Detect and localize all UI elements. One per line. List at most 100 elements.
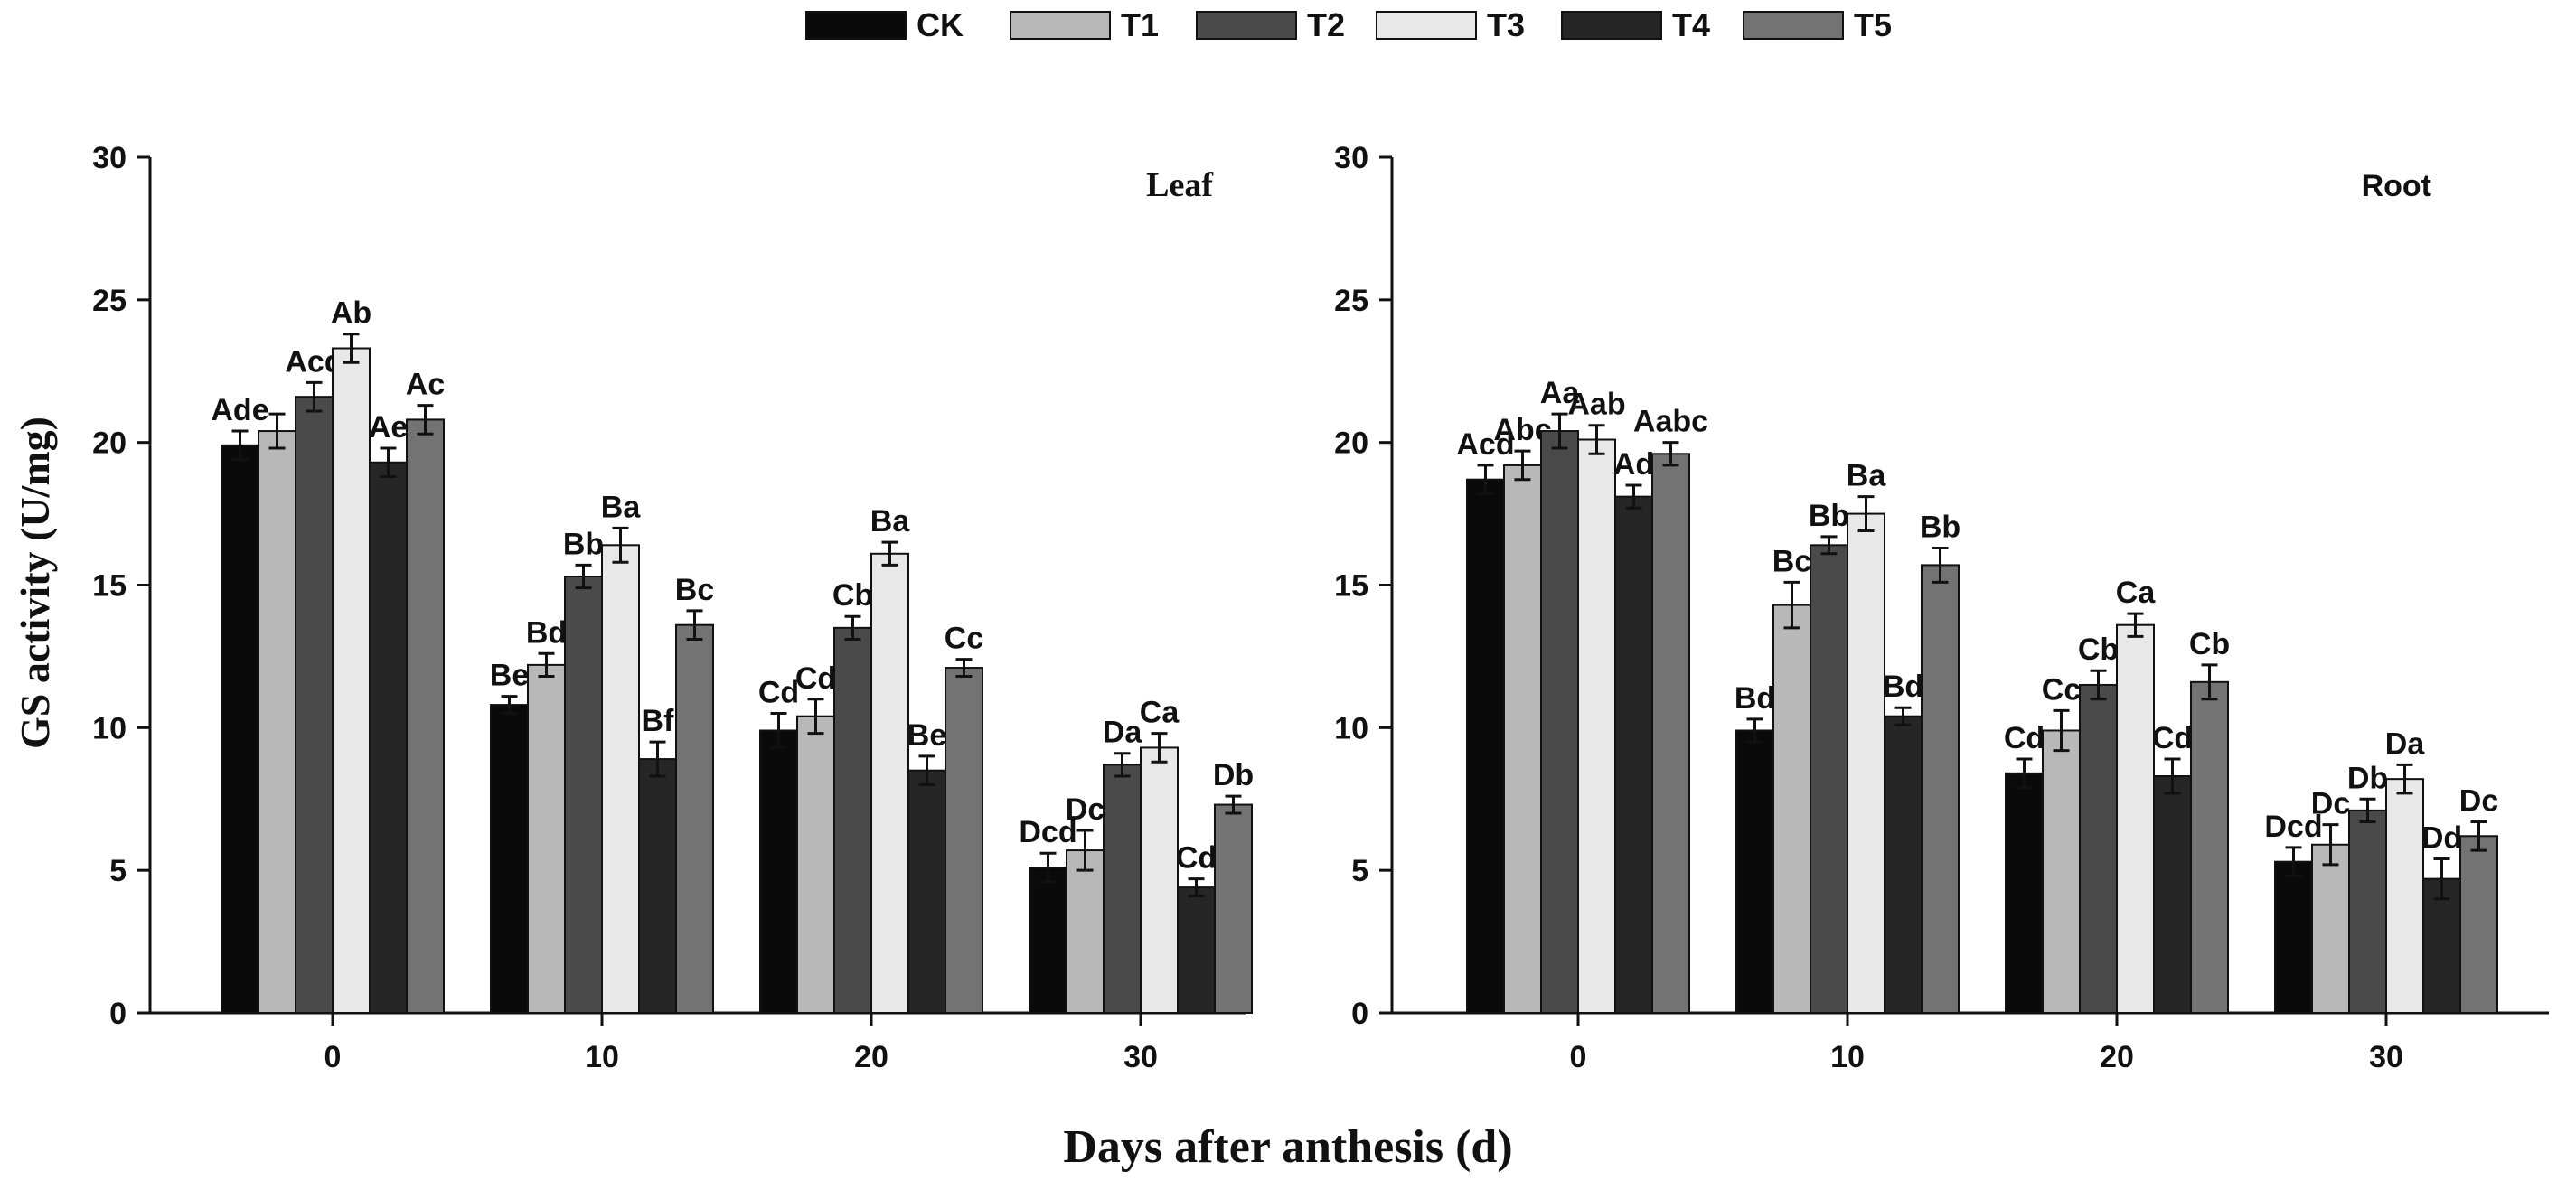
- root-y-tick-label: 15: [1334, 569, 1368, 604]
- legend-swatch-t1: [1010, 11, 1111, 40]
- root-error-bar-t3-day-30: [2396, 763, 2413, 795]
- leaf-error-bar-t4-day-30: [1188, 877, 1205, 898]
- root-error-bar-ck-day-30: [2285, 846, 2302, 877]
- root-significance-label: Dc: [2311, 787, 2350, 821]
- root-y-tick-label: 5: [1351, 854, 1368, 888]
- root-significance-label: Aab: [1567, 388, 1625, 422]
- root-significance-label: Dcd: [2264, 810, 2322, 844]
- root-error-bar-t2-day-10: [1820, 535, 1838, 556]
- root-bar-t3-day-0: [1577, 438, 1616, 1014]
- root-bar-t1-day-10: [1772, 604, 1811, 1014]
- leaf-x-tick-label: 30: [1123, 1040, 1158, 1074]
- leaf-bar-t3-day-0: [332, 347, 371, 1015]
- root-error-bar-t3-day-10: [1857, 495, 1875, 533]
- root-panel-title: Root: [2362, 169, 2431, 203]
- root-significance-label: Cd: [2152, 721, 2193, 755]
- leaf-significance-label: Ade: [211, 393, 268, 427]
- root-bar-t2-day-20: [2079, 683, 2118, 1014]
- leaf-significance-label: Bb: [563, 527, 604, 561]
- leaf-y-tick-label: 30: [92, 141, 127, 175]
- leaf-error-bar-t3-day-20: [881, 540, 898, 567]
- leaf-error-bar-t2-day-0: [306, 380, 323, 413]
- legend-label-t4: T4: [1672, 6, 1710, 43]
- x-axis-title: Days after anthesis (d): [1063, 1121, 1512, 1173]
- root-bar-t1-day-20: [2042, 729, 2081, 1014]
- leaf-error-bar-t3-day-0: [343, 333, 360, 364]
- root-bar-t2-day-30: [2348, 809, 2387, 1014]
- root-y-tick-label: 0: [1351, 997, 1368, 1031]
- leaf-error-bar-t1-day-20: [807, 698, 824, 736]
- root-significance-label: Aa: [1540, 376, 1581, 410]
- leaf-significance-label: Cb: [832, 578, 873, 613]
- leaf-bar-t4-day-30: [1177, 886, 1216, 1015]
- leaf-bar-t5-day-10: [675, 623, 714, 1015]
- legend-swatch-t5: [1743, 11, 1844, 40]
- leaf-significance-label: Db: [1213, 758, 1254, 792]
- root-significance-label: Bd: [1735, 681, 1775, 716]
- root-y-tick-label: 30: [1334, 141, 1368, 175]
- root-significance-label: Aabc: [1633, 405, 1708, 439]
- leaf-y-tick-label: 15: [92, 569, 127, 604]
- leaf-significance-label: Cd: [795, 661, 836, 696]
- root-bar-t5-day-30: [2459, 835, 2498, 1015]
- leaf-significance-label: Da: [1103, 716, 1143, 750]
- leaf-bar-t4-day-0: [369, 461, 408, 1015]
- root-error-bar-ck-day-20: [2016, 757, 2033, 790]
- leaf-significance-label: Be: [907, 718, 946, 753]
- leaf-error-bar-t2-day-30: [1114, 752, 1131, 778]
- leaf-error-bar-t3-day-10: [612, 526, 629, 564]
- leaf-error-bar-t4-day-0: [380, 446, 397, 479]
- legend-label-t5: T5: [1854, 6, 1892, 43]
- leaf-bar-t2-day-20: [833, 626, 872, 1014]
- root-error-bar-t4-day-0: [1625, 483, 1642, 510]
- leaf-bar-t4-day-20: [907, 769, 946, 1015]
- root-bar-ck-day-30: [2274, 860, 2313, 1014]
- leaf-bar-t5-day-0: [406, 418, 445, 1014]
- legend-swatch-t3: [1376, 11, 1477, 40]
- leaf-error-bar-t2-day-10: [575, 563, 592, 590]
- leaf-y-tick-label: 0: [109, 997, 127, 1031]
- leaf-bar-t1-day-30: [1066, 849, 1105, 1014]
- root-significance-label: Cb: [2078, 632, 2119, 667]
- leaf-significance-label: Be: [490, 659, 529, 693]
- root-significance-label: Da: [2385, 726, 2426, 761]
- leaf-bar-ck-day-0: [221, 444, 259, 1015]
- root-bar-t2-day-10: [1810, 544, 1848, 1014]
- root-bar-t4-day-0: [1614, 495, 1653, 1014]
- y-axis-title: GS activity (U/mg): [12, 417, 58, 749]
- leaf-y-tick-label: 25: [92, 284, 127, 318]
- leaf-error-bar-t1-day-30: [1076, 829, 1094, 872]
- root-error-bar-t4-day-10: [1894, 706, 1912, 726]
- root-error-bar-t1-day-20: [2053, 708, 2070, 753]
- root-y-tick-label: 25: [1334, 284, 1368, 318]
- root-significance-label: Ca: [2116, 576, 2157, 610]
- root-significance-label: Bc: [1772, 544, 1811, 578]
- root-bar-t4-day-10: [1884, 715, 1923, 1014]
- leaf-x-tick-label: 10: [585, 1040, 619, 1074]
- root-error-bar-t1-day-10: [1783, 580, 1800, 630]
- leaf-error-bar-ck-day-0: [231, 429, 249, 462]
- leaf-bar-t3-day-20: [870, 552, 909, 1014]
- leaf-significance-label: Ba: [601, 490, 642, 524]
- leaf-error-bar-ck-day-10: [501, 695, 518, 716]
- root-error-bar-t5-day-20: [2201, 663, 2218, 701]
- root-significance-label: Bb: [1920, 510, 1960, 544]
- leaf-bar-t1-day-10: [527, 663, 566, 1014]
- leaf-bar-ck-day-30: [1029, 867, 1067, 1015]
- root-error-bar-t4-day-30: [2433, 857, 2450, 901]
- root-bar-t5-day-20: [2190, 680, 2229, 1014]
- leaf-error-bar-t1-day-10: [538, 651, 555, 679]
- leaf-bar-t3-day-30: [1140, 746, 1179, 1014]
- root-x-tick-label: 30: [2369, 1040, 2403, 1074]
- root-x-tick-label: 20: [2100, 1040, 2134, 1074]
- root-bar-ck-day-0: [1466, 478, 1505, 1014]
- leaf-bar-t1-day-0: [258, 430, 296, 1015]
- leaf-error-bar-t4-day-20: [918, 754, 935, 786]
- leaf-bar-t2-day-30: [1103, 764, 1142, 1014]
- root-bar-ck-day-20: [2005, 772, 2044, 1015]
- leaf-bar-t2-day-0: [295, 396, 334, 1015]
- leaf-significance-label: Bc: [675, 573, 714, 607]
- leaf-y-tick-label: 5: [109, 854, 127, 888]
- root-significance-label: Bb: [1809, 499, 1849, 533]
